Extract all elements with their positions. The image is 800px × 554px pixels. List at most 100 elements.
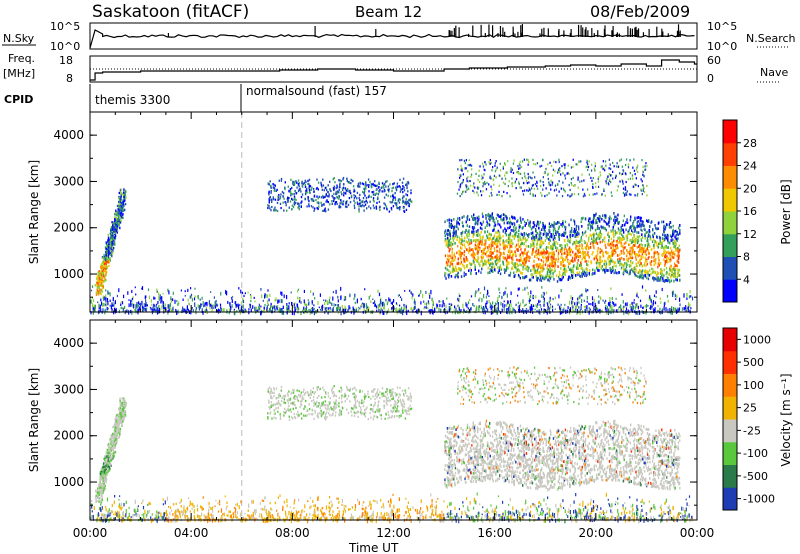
data-cell [118, 207, 121, 211]
data-cell [600, 232, 603, 236]
data-cell [664, 301, 666, 305]
data-cell [609, 303, 611, 309]
data-cell [394, 192, 396, 195]
data-cell [283, 209, 285, 212]
data-cell [349, 293, 351, 298]
data-cell [391, 201, 394, 204]
data-cell [333, 177, 335, 180]
data-cell [658, 309, 661, 313]
data-cell [652, 308, 654, 311]
data-cell [497, 304, 499, 307]
data-cell [329, 296, 331, 299]
data-cell [184, 290, 186, 293]
data-cell [111, 236, 113, 239]
data-cell [115, 229, 118, 232]
data-cell [267, 204, 269, 207]
data-cell [486, 254, 488, 258]
data-cell [375, 205, 377, 208]
data-cell [368, 205, 370, 208]
data-cell [288, 206, 290, 209]
data-cell [368, 296, 370, 300]
data-cell [364, 189, 366, 192]
data-cell [271, 205, 273, 209]
data-cell [271, 304, 273, 308]
data-cell [305, 189, 307, 192]
data-cell [286, 303, 288, 307]
data-cell [398, 307, 400, 310]
data-cell [264, 303, 266, 307]
data-cell [335, 191, 337, 194]
data-cell [397, 185, 399, 188]
data-cell [144, 295, 146, 300]
data-cell [375, 192, 378, 195]
data-cell [97, 290, 99, 293]
data-cell [447, 308, 449, 312]
data-cell [361, 204, 364, 207]
data-cell [114, 236, 116, 239]
data-cell [124, 202, 127, 206]
data-cell [350, 182, 352, 185]
data-cell [101, 301, 103, 306]
data-cell [100, 284, 102, 287]
data-cell [118, 203, 121, 206]
data-cell [517, 294, 519, 297]
data-cell [379, 189, 381, 192]
data-cell [486, 293, 488, 296]
data-cell [282, 195, 284, 198]
data-cell [402, 185, 404, 188]
data-cell [378, 190, 380, 193]
data-cell [685, 305, 687, 310]
data-cell [108, 250, 110, 253]
data-cell [269, 207, 271, 210]
data-cell [601, 265, 603, 268]
data-cell [598, 309, 600, 312]
data-cell [445, 277, 447, 280]
data-cell [92, 310, 94, 315]
data-cell [128, 303, 130, 308]
data-cell [405, 193, 407, 196]
data-cell [99, 291, 101, 295]
data-cell [319, 308, 322, 311]
data-cell [244, 292, 246, 295]
data-cell [676, 294, 678, 298]
data-cell [402, 199, 404, 202]
data-cell [445, 304, 447, 309]
data-cell [205, 308, 208, 312]
data-cell [583, 306, 586, 308]
data-cell [409, 289, 411, 292]
data-cell [570, 295, 572, 300]
data-cell [327, 201, 329, 204]
data-cell [115, 220, 118, 223]
data-cell [293, 310, 295, 316]
data-cell [122, 203, 124, 206]
data-cell [287, 199, 289, 202]
data-cell [610, 217, 612, 221]
data-cell [332, 199, 335, 203]
data-cell [242, 299, 245, 304]
data-cell [521, 310, 523, 313]
data-cell [262, 299, 264, 302]
data-cell [611, 301, 614, 304]
data-cell [159, 294, 161, 298]
data-cell [200, 303, 202, 308]
data-cell [284, 181, 286, 184]
data-cell [290, 178, 292, 181]
data-cell [301, 182, 303, 185]
data-cell [115, 309, 117, 313]
data-cell [390, 206, 393, 210]
data-cell [192, 309, 194, 312]
data-cell [113, 241, 116, 244]
data-cell [554, 230, 557, 233]
data-cell [408, 202, 411, 206]
data-cell [353, 197, 356, 200]
data-cell [650, 272, 652, 276]
data-cell [581, 293, 583, 296]
data-cell [338, 179, 340, 182]
data-cell [439, 304, 441, 308]
data-cell [343, 299, 345, 301]
data-cell [576, 301, 578, 306]
data-cell [475, 307, 477, 312]
data-cell [463, 309, 466, 312]
data-cell [121, 203, 124, 206]
data-cell [336, 192, 338, 195]
